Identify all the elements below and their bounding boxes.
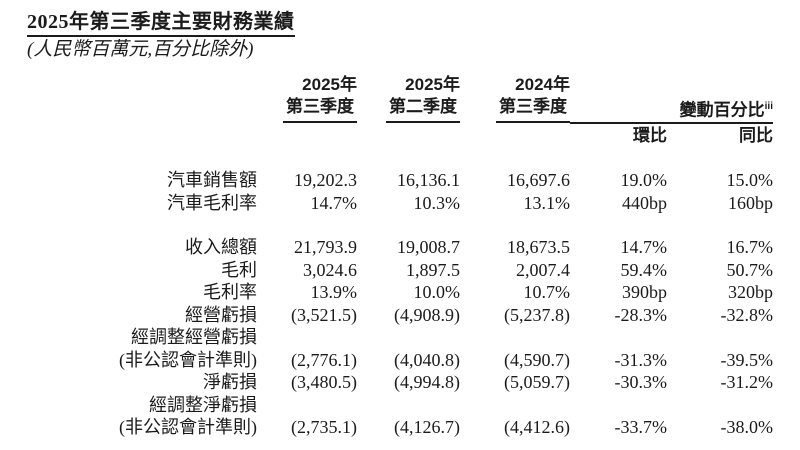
table-row: 經調整經營虧損 (非公認會計準則) (2,776.1) (4,040.8) (4…	[27, 326, 773, 371]
row-label-line1: 經調整經營虧損	[131, 327, 257, 347]
table-row: 經調整淨虧損 (非公認會計準則) (2,735.1) (4,126.7) (4,…	[27, 394, 773, 439]
header-gap-row	[27, 148, 773, 169]
table-row: 收入總額 21,793.9 19,008.7 18,673.5 14.7% 16…	[27, 236, 773, 259]
row-label: 經調整經營虧損 (非公認會計準則)	[27, 326, 257, 371]
cell-qoq: 440bp	[622, 192, 667, 213]
cell-q3-2024: 2,007.4	[516, 259, 570, 280]
cell-yoy: -38.0%	[720, 417, 774, 437]
cell-q3-2024: 18,673.5	[507, 237, 570, 257]
row-label-line1: 經調整淨虧損	[149, 394, 257, 415]
row-label: 經調整淨虧損 (非公認會計準則)	[27, 394, 257, 439]
cell-yoy: -31.2%	[720, 372, 774, 392]
cell-q3-2024: 16,697.6	[507, 170, 570, 190]
header-subrow: 環比 同比	[27, 123, 773, 148]
header-quarter-q3-2025: 第三季度	[257, 96, 357, 123]
cell-qoq: 390bp	[622, 282, 667, 302]
cell-q2-2025: 16,136.1	[397, 170, 460, 190]
cell-yoy: -39.5%	[720, 349, 774, 370]
cell-q2-2025: 10.0%	[413, 282, 461, 302]
cell-yoy: 16.7%	[726, 237, 774, 257]
row-label: 汽車毛利率	[167, 192, 257, 213]
financial-results-table: 2025年 2025年 2024年 第三季度 第二季度 第三季度 變動百分比ii…	[27, 74, 773, 439]
cell-yoy: 50.7%	[726, 259, 774, 280]
header-yoy: 同比	[739, 126, 773, 145]
cell-yoy: 15.0%	[726, 170, 774, 190]
cell-q3-2025: (2,735.1)	[291, 417, 357, 437]
cell-q2-2025: 1,897.5	[406, 259, 460, 280]
table-row: 汽車銷售額 19,202.3 16,136.1 16,697.6 19.0% 1…	[27, 169, 773, 192]
row-label: 淨虧損	[203, 372, 257, 392]
header-year-row: 2025年 2025年 2024年	[27, 74, 773, 96]
cell-qoq: -30.3%	[614, 372, 668, 392]
cell-qoq: -33.7%	[614, 417, 668, 437]
change-group-label: 變動百分比	[679, 101, 765, 120]
spacer-row	[27, 214, 773, 236]
cell-qoq: 14.7%	[620, 237, 668, 257]
header-empty-cell	[27, 74, 257, 96]
cell-q3-2024: (5,059.7)	[504, 372, 570, 392]
cell-q2-2025: (4,126.7)	[394, 417, 460, 437]
header-qoq: 環比	[633, 126, 667, 145]
row-label-line2: (非公認會計準則)	[119, 349, 257, 370]
cell-q3-2024: (4,412.6)	[504, 417, 570, 437]
table-row: 淨虧損 (3,480.5) (4,994.8) (5,059.7) -30.3%…	[27, 371, 773, 394]
cell-q3-2024: (5,237.8)	[504, 304, 570, 325]
footnote-marker: iii	[764, 101, 773, 113]
cell-qoq: 59.4%	[620, 259, 668, 280]
row-label: 汽車銷售額	[167, 170, 257, 190]
header-change-group: 變動百分比iii	[570, 96, 773, 124]
cell-q2-2025: (4,040.8)	[394, 349, 460, 370]
cell-q3-2025: 3,024.6	[303, 259, 357, 280]
table-row: 經營虧損 (3,521.5) (4,908.9) (5,237.8) -28.3…	[27, 304, 773, 327]
cell-q3-2024: 13.1%	[523, 192, 571, 213]
row-label: 毛利	[221, 259, 257, 280]
row-label-line2: (非公認會計準則)	[119, 417, 257, 437]
cell-q3-2025: (3,480.5)	[291, 372, 357, 392]
header-quarter-label: 第三季度	[283, 96, 357, 123]
cell-q3-2025: 14.7%	[310, 192, 358, 213]
cell-q3-2025: 19,202.3	[294, 170, 357, 190]
cell-q3-2025: 13.9%	[310, 282, 358, 302]
cell-q3-2024: (4,590.7)	[504, 349, 570, 370]
header-quarter-q2-2025: 第二季度	[357, 96, 460, 123]
cell-qoq: 19.0%	[620, 170, 668, 190]
cell-q3-2024: 10.7%	[523, 282, 571, 302]
header-quarter-q3-2024: 第三季度	[460, 96, 570, 123]
cell-q2-2025: (4,908.9)	[394, 304, 460, 325]
header-quarter-label: 第二季度	[386, 96, 460, 123]
table-row: 汽車毛利率 14.7% 10.3% 13.1% 440bp 160bp	[27, 192, 773, 215]
cell-qoq: -28.3%	[614, 304, 668, 325]
header-empty-cell	[570, 74, 773, 96]
page-subtitle: (人民幣百萬元,百分比除外)	[27, 39, 254, 60]
row-label: 經營虧損	[185, 304, 257, 325]
row-label: 毛利率	[203, 282, 257, 302]
cell-yoy: 160bp	[728, 192, 773, 213]
financial-results-page: 2025年第三季度主要財務業績 (人民幣百萬元,百分比除外) 2025年 202…	[27, 10, 773, 439]
header-year-q3-2024: 2024年	[515, 75, 570, 94]
header-quarter-label: 第三季度	[496, 96, 570, 123]
page-title-text: 2025年第三季度主要財務業績	[27, 10, 295, 37]
cell-q2-2025: 10.3%	[413, 192, 461, 213]
row-label: 收入總額	[185, 237, 257, 257]
cell-q3-2025: (3,521.5)	[291, 304, 357, 325]
header-empty-cell	[27, 123, 570, 148]
table-row: 毛利率 13.9% 10.0% 10.7% 390bp 320bp	[27, 281, 773, 304]
cell-yoy: -32.8%	[720, 304, 774, 325]
cell-yoy: 320bp	[728, 282, 773, 302]
page-title: 2025年第三季度主要財務業績	[27, 10, 773, 37]
cell-q2-2025: (4,994.8)	[394, 372, 460, 392]
cell-qoq: -31.3%	[614, 349, 668, 370]
cell-q2-2025: 19,008.7	[397, 237, 460, 257]
header-quarter-row: 第三季度 第二季度 第三季度 變動百分比iii	[27, 96, 773, 124]
header-year-q3-2025: 2025年	[302, 75, 357, 94]
header-empty-cell	[27, 96, 257, 123]
cell-q3-2025: 21,793.9	[294, 237, 357, 257]
cell-q3-2025: (2,776.1)	[291, 349, 357, 370]
table-row: 毛利 3,024.6 1,897.5 2,007.4 59.4% 50.7%	[27, 259, 773, 282]
header-year-q2-2025: 2025年	[405, 75, 460, 94]
